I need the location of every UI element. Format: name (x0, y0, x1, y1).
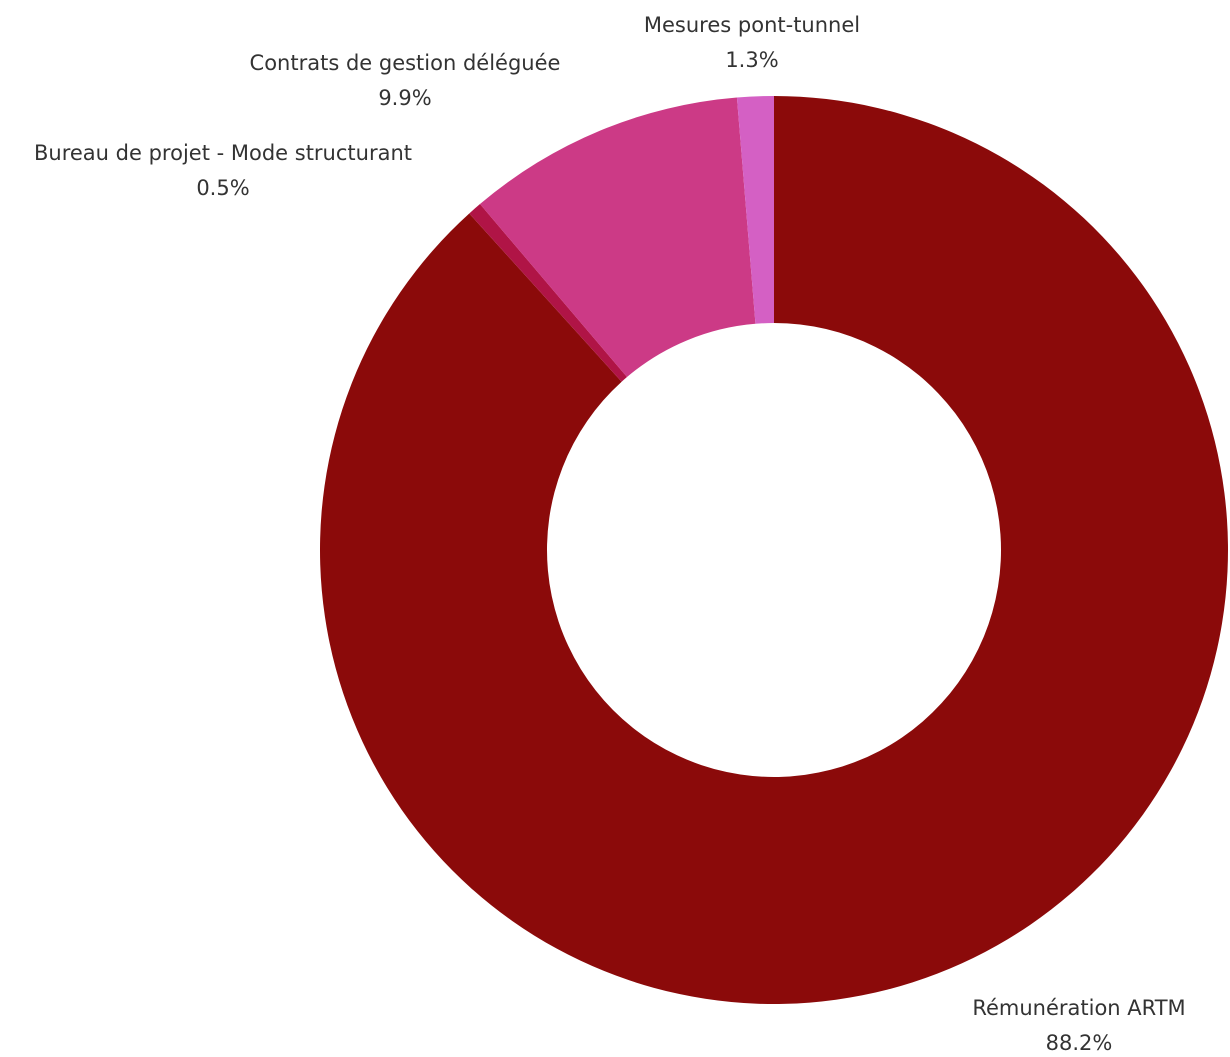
slice-label-mesures-pont-tunnel: Mesures pont-tunnel (644, 13, 860, 37)
donut-slice-1 (469, 204, 627, 382)
slice-label-bureau-de-projet: Bureau de projet - Mode structurant (34, 141, 412, 165)
slice-label-remuneration-artm: Rémunération ARTM (972, 996, 1185, 1020)
donut-slices (320, 96, 1228, 1004)
slice-value-mesures-pont-tunnel: 1.3% (725, 48, 778, 72)
slice-value-contrats-gestion: 9.9% (378, 86, 431, 110)
slice-value-remuneration-artm: 88.2% (1046, 1031, 1113, 1055)
slice-value-bureau-de-projet: 0.5% (196, 176, 249, 200)
donut-slice-0 (320, 96, 1228, 1004)
donut-slice-3 (736, 96, 774, 324)
donut-slice-2 (479, 97, 756, 378)
slice-label-contrats-gestion: Contrats de gestion déléguée (250, 51, 561, 75)
